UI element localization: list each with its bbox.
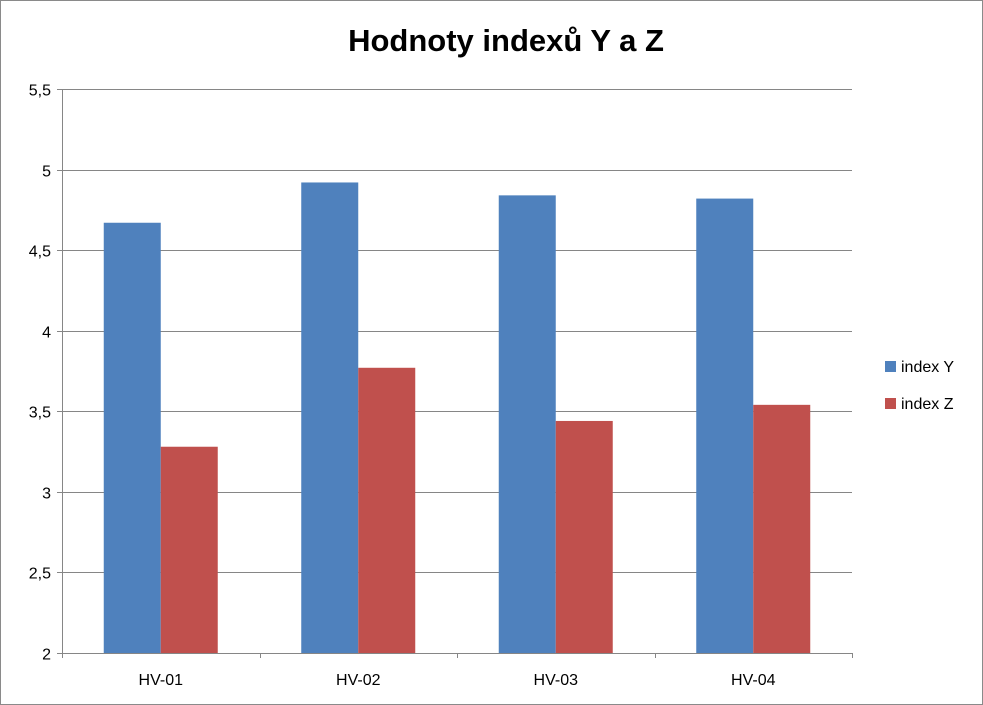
bar-index-y-hv-02 <box>301 182 359 653</box>
bar-index-y-hv-01 <box>103 222 161 653</box>
y-tick-label: 5 <box>42 164 51 181</box>
y-tick-label: 3,5 <box>29 405 51 422</box>
legend-swatch <box>885 398 896 409</box>
x-axis-ticks: HV-01 HV-02 HV-03 HV-04 <box>139 672 776 689</box>
bar-index-z-hv-04 <box>753 404 811 653</box>
bars <box>103 182 811 653</box>
bar-index-z-hv-03 <box>555 420 613 653</box>
legend: index Y index Z <box>885 359 954 413</box>
chart-title: Hodnoty indexů Y a Z <box>348 23 664 58</box>
x-tick-label: HV-03 <box>534 672 579 689</box>
y-tick-label: 2,5 <box>29 566 51 583</box>
y-tick-label: 2 <box>42 647 51 664</box>
axes <box>57 89 853 658</box>
bar-index-z-hv-01 <box>160 446 218 653</box>
y-tick-label: 4,5 <box>29 244 51 261</box>
legend-label: index Y <box>901 359 954 376</box>
legend-swatch <box>885 361 896 372</box>
y-axis-ticks: 2 2,5 3 3,5 4 4,5 5 5,5 <box>29 83 51 664</box>
legend-label: index Z <box>901 396 954 413</box>
x-tick-label: HV-02 <box>336 672 381 689</box>
y-tick-label: 4 <box>42 325 51 342</box>
bar-index-y-hv-03 <box>498 195 556 653</box>
y-tick-label: 3 <box>42 486 51 503</box>
y-tick-label: 5,5 <box>29 83 51 100</box>
x-tick-label: HV-04 <box>731 672 776 689</box>
bar-index-y-hv-04 <box>696 198 754 653</box>
bar-index-z-hv-02 <box>358 367 416 653</box>
x-tick-label: HV-01 <box>139 672 184 689</box>
